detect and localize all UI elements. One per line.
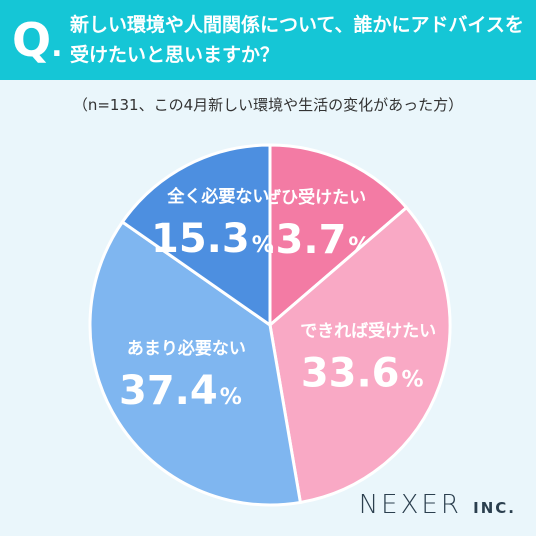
question-text: 新しい環境や人間関係について、誰かにアドバイスを受けたいと思いますか？ [70, 14, 524, 66]
pie-slice-2 [268, 205, 452, 505]
slice-value-label: 33.6% [301, 350, 424, 396]
sample-note: （n=131、この4月新しい環境や生活の変化があった方） [72, 96, 464, 114]
slice-label-4: 全く必要ない 15.3% [151, 186, 274, 262]
slice-label-2: できれば受けたい 33.6% [300, 320, 436, 396]
q-badge: Q. [12, 13, 63, 67]
slice-category-label: できれば受けたい [300, 320, 436, 341]
pie-slice-1 [268, 143, 409, 329]
slice-value-label: 37.4% [119, 368, 242, 414]
slice-category-label: ぜひ受けたい [264, 187, 366, 208]
slice-category-label: あまり必要ない [127, 338, 246, 359]
pie-slice-3 [88, 219, 303, 507]
nexer-logo: NEXER INC. [358, 490, 516, 520]
pie-slice-4 [120, 143, 272, 328]
slice-label-3: あまり必要ない 37.4% [119, 338, 246, 414]
slice-category-label: 全く必要ない [166, 186, 269, 207]
slice-value-label: 15.3% [151, 216, 274, 262]
question-header: Q. 新しい環境や人間関係について、誰かにアドバイスを受けたいと思いますか？ [0, 0, 536, 80]
